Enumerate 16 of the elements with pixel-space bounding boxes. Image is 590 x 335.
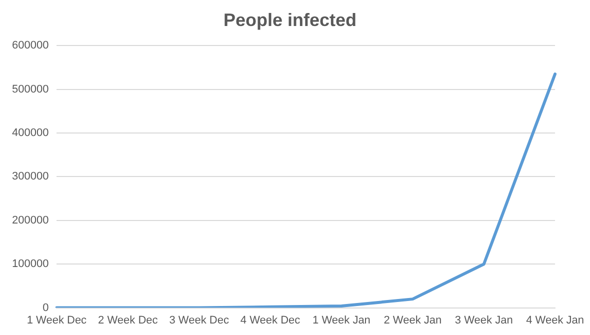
chart-title: People infected	[223, 10, 357, 30]
x-tick-label: 3 Week Dec	[169, 314, 230, 326]
x-tick-label: 1 Week Dec	[26, 314, 88, 326]
x-tick-label: 4 Week Jan	[526, 314, 584, 326]
x-tick-label: 3 Week Jan	[454, 314, 513, 326]
x-tick-label: 1 Week Jan	[312, 314, 370, 326]
x-tick-label: 2 Week Jan	[384, 314, 442, 326]
y-tick-label: 200000	[12, 214, 49, 226]
y-tick-label: 0	[42, 302, 49, 314]
y-tick-label: 100000	[12, 258, 49, 270]
y-tick-label: 600000	[12, 40, 49, 52]
y-tick-label: 400000	[12, 127, 49, 140]
x-tick-label: 4 Week Dec	[240, 314, 301, 326]
y-tick-label: 300000	[12, 170, 49, 183]
y-tick-label: 500000	[12, 83, 49, 96]
x-tick-label: 2 Week Dec	[98, 314, 158, 326]
